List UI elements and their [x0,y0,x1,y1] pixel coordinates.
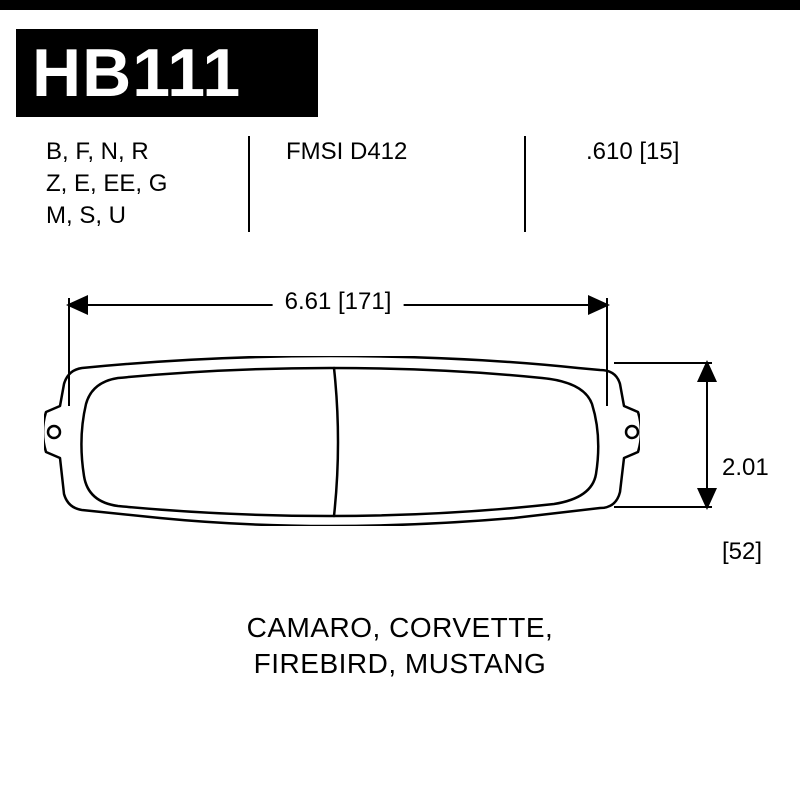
fmsi-value: FMSI D412 [286,136,407,168]
specs-row: B, F, N, R Z, E, EE, G M, S, U FMSI D412… [46,136,766,232]
vehicle-applications: CAMARO, CORVETTE, FIREBIRD, MUSTANG [0,610,800,682]
vehicles-line1: CAMARO, CORVETTE, [0,610,800,646]
part-number: HB111 [32,34,241,112]
page-root: HB111 B, F, N, R Z, E, EE, G M, S, U FMS… [0,0,800,800]
vehicles-line2: FIREBIRD, MUSTANG [0,646,800,682]
height-line [706,362,708,508]
spec-divider-1 [248,136,250,232]
arrow-right-icon [588,295,610,315]
thickness-value: .610 [15] [586,136,679,168]
compounds-line3: M, S, U [46,200,167,232]
spec-fmsi: FMSI D412 [286,136,407,168]
width-label: 6.61 [171] [273,288,404,316]
height-mm: [52] [722,538,769,566]
width-dimension: 6.61 [171] [68,270,608,340]
compounds-line1: B, F, N, R [46,136,167,168]
part-number-box: HB111 [16,29,318,117]
arrow-up-icon [697,360,717,382]
height-inches: 2.01 [722,454,769,482]
top-rule [0,0,800,10]
brake-pad-outline [44,356,640,526]
spec-divider-2 [524,136,526,232]
height-dimension: 2.01 [52] [692,350,782,520]
compounds-line2: Z, E, EE, G [46,168,167,200]
spec-compounds: B, F, N, R Z, E, EE, G M, S, U [46,136,167,232]
arrow-down-icon [697,488,717,510]
spec-thickness: .610 [15] [586,136,679,168]
height-label: 2.01 [52] [722,398,769,622]
arrow-left-icon [66,295,88,315]
